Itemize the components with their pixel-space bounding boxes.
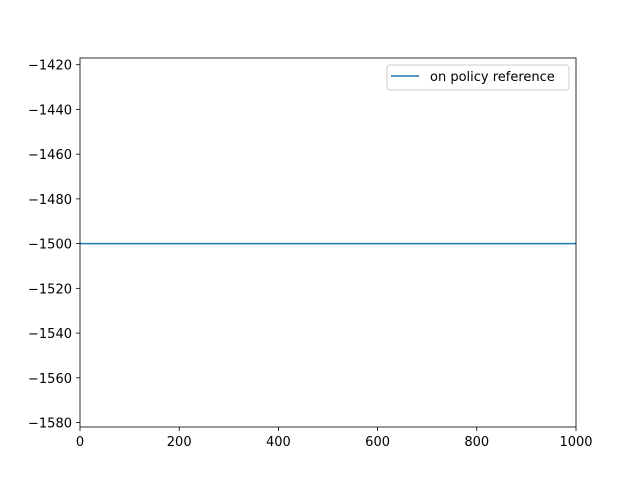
y-tick-label: −1580 <box>28 417 72 432</box>
legend: on policy reference <box>386 64 570 91</box>
y-tick-label: −1540 <box>28 327 72 342</box>
x-tick-label: 800 <box>464 435 489 450</box>
y-tick-label: −1420 <box>28 59 72 74</box>
legend-label: on policy reference <box>430 70 555 85</box>
x-tick-label: 1000 <box>559 435 592 450</box>
x-tick-label: 400 <box>266 435 291 450</box>
x-tick-label: 0 <box>76 435 84 450</box>
x-axis-ticks: 0 200 400 600 800 1000 <box>76 427 593 450</box>
y-tick-label: −1500 <box>28 238 72 253</box>
y-tick-label: −1520 <box>28 282 72 297</box>
y-tick-label: −1440 <box>28 103 72 118</box>
y-tick-label: −1460 <box>28 148 72 163</box>
legend-box <box>386 64 570 91</box>
y-tick-label: −1560 <box>28 372 72 387</box>
x-tick-label: 200 <box>167 435 192 450</box>
y-axis-ticks: −1420 −1440 −1460 −1480 −1500 −1520 −1540 −1560… <box>28 59 80 432</box>
plot-area-frame <box>79 57 577 428</box>
x-tick-label: 600 <box>365 435 390 450</box>
y-tick-label: −1480 <box>28 193 72 208</box>
